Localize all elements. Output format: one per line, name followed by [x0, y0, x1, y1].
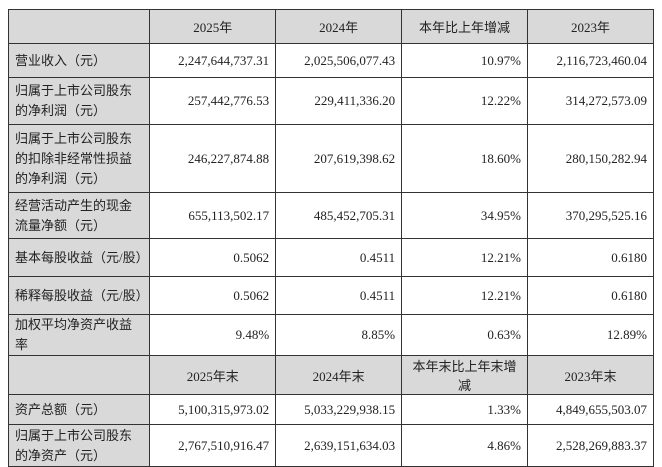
column-header: 2023年末	[527, 355, 654, 395]
table-row: 稀释每股收益（元/股） 0.5062 0.4511 12.21% 0.6180	[7, 276, 654, 315]
header-corner	[7, 9, 151, 44]
cell: 1.33%	[401, 394, 529, 425]
cell: 0.4511	[275, 276, 403, 315]
cell: 8.85%	[275, 314, 403, 356]
cell: 2,639,151,634.03	[275, 424, 403, 467]
cell: 4,849,655,503.07	[527, 394, 654, 425]
row-label: 稀释每股收益（元/股）	[7, 276, 151, 315]
cell: 0.5062	[149, 238, 277, 277]
column-header: 本年末比上年末增减	[401, 355, 529, 395]
table-row: 营业收入（元） 2,247,644,737.31 2,025,506,077.4…	[7, 43, 654, 78]
header-corner	[7, 355, 151, 395]
row-label: 资产总额（元）	[7, 394, 151, 425]
cell: 0.63%	[401, 314, 529, 356]
column-header: 2025年末	[149, 355, 277, 395]
cell: 0.4511	[275, 238, 403, 277]
cell: 485,452,705.31	[275, 192, 403, 239]
cell: 0.6180	[527, 276, 654, 315]
header-row: 2025年 2024年 本年比上年增减 2023年	[7, 9, 654, 44]
cell: 12.22%	[401, 77, 529, 125]
cell: 0.5062	[149, 276, 277, 315]
table-row: 归属于上市公司股东的扣除非经常性损益的净利润（元） 246,227,874.88…	[7, 124, 654, 193]
cell: 2,116,723,460.04	[527, 43, 654, 78]
row-label: 归属于上市公司股东的扣除非经常性损益的净利润（元）	[7, 124, 151, 193]
cell: 9.48%	[149, 314, 277, 356]
table-row: 加权平均净资产收益率 9.48% 8.85% 0.63% 12.89%	[7, 314, 654, 356]
column-header: 2024年	[275, 9, 403, 44]
cell: 4.86%	[401, 424, 529, 467]
cell: 12.21%	[401, 238, 529, 277]
row-label: 营业收入（元）	[7, 43, 151, 78]
column-header: 2025年	[149, 9, 277, 44]
column-header: 2024年末	[275, 355, 403, 395]
table-row: 归属于上市公司股东的净利润（元） 257,442,776.53 229,411,…	[7, 77, 654, 125]
cell: 314,272,573.09	[527, 77, 654, 125]
cell: 34.95%	[401, 192, 529, 239]
cell: 370,295,525.16	[527, 192, 654, 239]
cell: 0.6180	[527, 238, 654, 277]
financial-table: 2025年 2024年 本年比上年增减 2023年 营业收入（元） 2,247,…	[7, 9, 654, 467]
cell: 2,025,506,077.43	[275, 43, 403, 78]
row-label: 归属于上市公司股东的净资产（元）	[7, 424, 151, 467]
table-row: 归属于上市公司股东的净资产（元） 2,767,510,916.47 2,639,…	[7, 424, 654, 467]
cell: 207,619,398.62	[275, 124, 403, 193]
row-label: 归属于上市公司股东的净利润（元）	[7, 77, 151, 125]
cell: 5,100,315,973.02	[149, 394, 277, 425]
table-row: 基本每股收益（元/股） 0.5062 0.4511 12.21% 0.6180	[7, 238, 654, 277]
row-label: 基本每股收益（元/股）	[7, 238, 151, 277]
cell: 12.21%	[401, 276, 529, 315]
column-header: 本年比上年增减	[401, 9, 529, 44]
cell: 280,150,282.94	[527, 124, 654, 193]
table-row: 资产总额（元） 5,100,315,973.02 5,033,229,938.1…	[7, 394, 654, 425]
cell: 655,113,502.17	[149, 192, 277, 239]
table-row: 经营活动产生的现金流量净额（元） 655,113,502.17 485,452,…	[7, 192, 654, 239]
cell: 257,442,776.53	[149, 77, 277, 125]
cell: 18.60%	[401, 124, 529, 193]
header-row: 2025年末 2024年末 本年末比上年末增减 2023年末	[7, 355, 654, 395]
row-label: 经营活动产生的现金流量净额（元）	[7, 192, 151, 239]
cell: 10.97%	[401, 43, 529, 78]
column-header: 2023年	[527, 9, 654, 44]
cell: 2,528,269,883.37	[527, 424, 654, 467]
cell: 12.89%	[527, 314, 654, 356]
cell: 246,227,874.88	[149, 124, 277, 193]
cell: 2,247,644,737.31	[149, 43, 277, 78]
cell: 2,767,510,916.47	[149, 424, 277, 467]
cell: 5,033,229,938.15	[275, 394, 403, 425]
cell: 229,411,336.20	[275, 77, 403, 125]
row-label: 加权平均净资产收益率	[7, 314, 151, 356]
